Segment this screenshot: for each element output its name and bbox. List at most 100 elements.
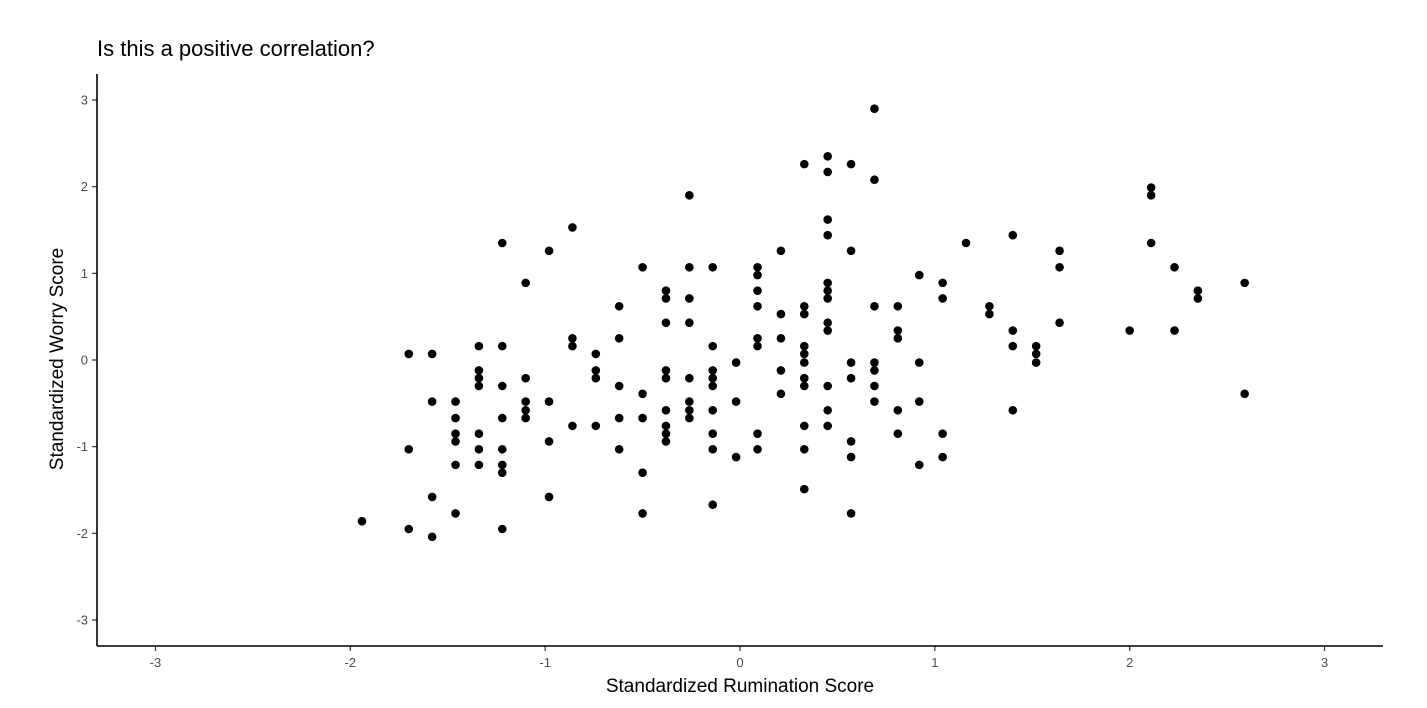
scatter-point (870, 381, 879, 391)
scatter-point (938, 452, 947, 462)
scatter-point (1031, 349, 1041, 359)
scatter-point (661, 366, 671, 375)
scatter-point (357, 516, 367, 526)
scatter-point (731, 397, 741, 406)
x-tick-label: -3 (150, 655, 162, 670)
scatter-point (521, 413, 530, 423)
scatter-point (776, 246, 786, 256)
scatter-point (870, 301, 879, 311)
scatter-point (776, 389, 786, 399)
scatter-point (1146, 191, 1156, 200)
scatter-point (938, 429, 947, 438)
x-axis-title: Standardized Rumination Score (606, 676, 874, 697)
scatter-point (568, 223, 577, 232)
scatter-point (1008, 230, 1018, 240)
scatter-point (914, 358, 924, 367)
scatter-point (753, 341, 762, 351)
scatter-point (870, 104, 879, 113)
scatter-point (893, 301, 903, 311)
scatter-point (961, 238, 971, 248)
scatter-point (870, 366, 879, 375)
scatter-point (544, 397, 554, 406)
scatter-point (708, 429, 718, 438)
scatter-point (800, 373, 809, 383)
scatter-point (893, 334, 903, 343)
scatter-point (614, 301, 624, 311)
scatter-point (870, 358, 879, 367)
y-tick-label: 0 (81, 353, 88, 368)
scatter-point (753, 444, 762, 454)
scatter-point (521, 405, 530, 415)
y-tick-label: -1 (76, 439, 88, 454)
scatter-point (753, 429, 762, 438)
scatter-point (544, 246, 554, 256)
scatter-point (474, 460, 484, 470)
scatter-point (800, 341, 809, 351)
scatter-point (427, 532, 437, 542)
scatter-point (776, 334, 786, 343)
scatter-point (846, 358, 856, 367)
scatter-point (497, 460, 507, 470)
x-tick-label: 3 (1321, 655, 1328, 670)
scatter-point (661, 405, 671, 415)
scatter-point (638, 389, 647, 399)
scatter-point (753, 262, 762, 272)
scatter-point (846, 246, 856, 256)
scatter-point (708, 381, 718, 391)
scatter-point (497, 413, 507, 423)
scatter-point (914, 460, 924, 470)
scatter-point (544, 437, 554, 446)
scatter-point (451, 397, 460, 406)
scatter-point (823, 381, 832, 391)
scatter-point (800, 301, 809, 311)
scatter-point (685, 191, 694, 200)
scatter-point (614, 334, 624, 343)
scatter-point (776, 366, 786, 375)
scatter-point (893, 326, 903, 335)
scatter-point (870, 397, 879, 406)
scatter-point (474, 341, 484, 351)
scatter-point (497, 524, 507, 534)
scatter-point (661, 437, 671, 446)
scatter-point (497, 444, 507, 454)
x-tick-label: -1 (539, 655, 551, 670)
x-tick-label: 0 (736, 655, 743, 670)
data-points (357, 104, 1249, 542)
scatter-point (823, 230, 832, 240)
scatter-point (661, 294, 671, 303)
scatter-point (614, 444, 624, 454)
scatter-point (685, 373, 694, 383)
scatter-point (427, 492, 437, 502)
scatter-point (846, 437, 856, 446)
scatter-point (846, 159, 856, 169)
scatter-point (685, 318, 694, 328)
scatter-point (661, 318, 671, 328)
scatter-point (823, 286, 832, 295)
y-axis-title: Standardized Worry Score (47, 248, 68, 470)
scatter-point (938, 278, 947, 288)
scatter-point (521, 278, 530, 288)
scatter-point (800, 349, 809, 359)
scatter-point (661, 421, 671, 431)
scatter-point (800, 358, 809, 367)
scatter-point (985, 309, 994, 319)
scatter-point (893, 405, 903, 415)
scatter-point (823, 167, 832, 177)
scatter-point (753, 301, 762, 311)
scatter-point (823, 326, 832, 335)
scatter-point (591, 373, 601, 383)
scatter-point (800, 421, 809, 431)
scatter-point (614, 413, 624, 423)
scatter-point (614, 381, 624, 391)
scatter-point (451, 437, 460, 446)
scatter-point (800, 159, 809, 169)
scatter-point (708, 500, 718, 510)
scatter-point (404, 349, 414, 359)
scatter-point (823, 215, 832, 224)
scatter-point (427, 349, 437, 359)
scatter-point (685, 397, 694, 406)
scatter-point (685, 405, 694, 415)
scatter-point (1170, 262, 1179, 272)
scatter-point (1193, 294, 1203, 303)
scatter-point (1240, 389, 1249, 399)
